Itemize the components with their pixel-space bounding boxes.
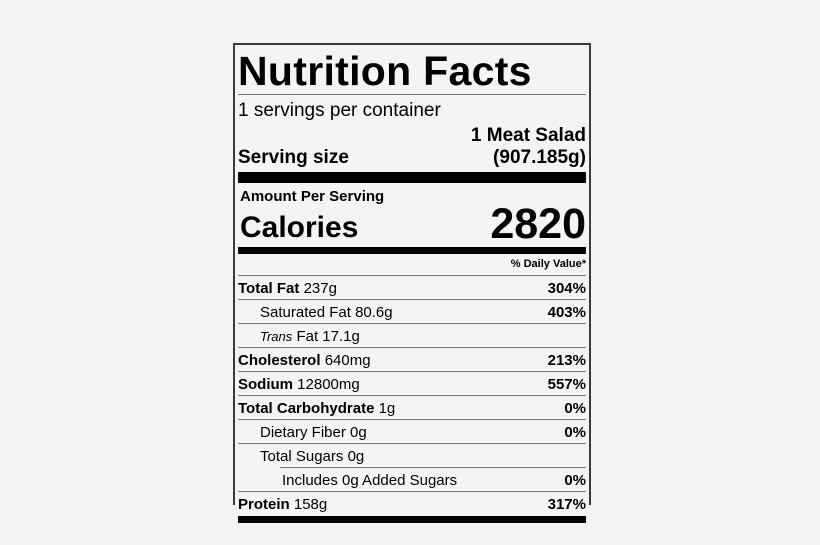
nutrient-name: Total Sugars xyxy=(260,447,344,465)
nutrient-dv: 0% xyxy=(564,399,586,417)
nutrient-dv: 317% xyxy=(547,495,586,513)
nutrition-facts-label: Nutrition Facts 1 servings per container… xyxy=(233,43,591,523)
nutrient-amount: 80.6g xyxy=(355,303,393,321)
amount-per-serving: Amount Per Serving xyxy=(240,188,385,205)
calories-label: Calories xyxy=(240,211,359,244)
nutrient-row-protein: Protein 158g 317% xyxy=(238,492,586,515)
nutrient-amount: 12800mg xyxy=(297,375,360,393)
serving-size-desc: 1 Meat Salad xyxy=(470,125,586,146)
nutrient-row-added-sugars: Includes 0g Added Sugars 0% xyxy=(238,468,586,492)
nutrient-name: Cholesterol xyxy=(238,351,321,369)
nutrient-dv: 213% xyxy=(547,351,586,369)
nutrient-name: Sodium xyxy=(238,375,293,393)
nutrient-row-trans-fat: Trans Fat 17.1g xyxy=(238,324,586,348)
nutrient-row-cholesterol: Cholesterol 640mg 213% xyxy=(238,348,586,372)
nutrient-name: Includes 0g Added Sugars xyxy=(282,471,458,489)
serving-size-row: Serving size 1 Meat Salad (907.185g) xyxy=(238,125,586,169)
medium-divider xyxy=(238,247,586,254)
daily-value-header: % Daily Value* xyxy=(238,254,586,276)
nutrient-row-total-fat: Total Fat 237g 304% xyxy=(238,276,586,300)
nutrient-amount: 17.1g xyxy=(322,327,360,345)
nutrient-row-total-carbohydrate: Total Carbohydrate 1g 0% xyxy=(238,396,586,420)
nutrient-name: Fat xyxy=(296,327,319,345)
calories-row: Calories 2820 xyxy=(238,200,586,248)
nutrient-name: Dietary Fiber xyxy=(260,423,346,441)
nutrient-amount: 158g xyxy=(293,495,328,513)
nutrient-name: Protein xyxy=(238,495,290,513)
nutrient-amount: 0g xyxy=(347,447,365,465)
indented-divider xyxy=(280,467,586,468)
nutrient-amount: 237g xyxy=(303,279,337,297)
nutrient-name: Total Carbohydrate xyxy=(238,399,375,417)
nutrient-amount: 0g xyxy=(350,423,367,441)
nutrient-row-saturated-fat: Saturated Fat 80.6g 403% xyxy=(238,300,586,324)
serving-size-label: Serving size xyxy=(238,147,349,168)
serving-size-value: 1 Meat Salad (907.185g) xyxy=(471,125,586,169)
nutrient-dv: 304% xyxy=(547,279,586,297)
nutrient-dv: 557% xyxy=(547,375,586,393)
nutrient-row-total-sugars: Total Sugars 0g xyxy=(238,444,586,467)
nutrient-amount: 640mg xyxy=(324,351,371,369)
label-title: Nutrition Facts xyxy=(238,48,532,94)
nutrient-amount: 1g xyxy=(378,399,396,417)
bottom-divider xyxy=(238,516,586,523)
nutrient-name: Total Fat xyxy=(238,279,300,297)
servings-per-container: 1 servings per container xyxy=(238,100,441,121)
nutrient-name: Saturated Fat xyxy=(260,303,351,321)
nutrient-dv: 0% xyxy=(564,423,586,441)
nutrient-row-sodium: Sodium 12800mg 557% xyxy=(238,372,586,396)
divider xyxy=(238,94,586,95)
calories-value: 2820 xyxy=(490,200,586,248)
nutrient-row-dietary-fiber: Dietary Fiber 0g 0% xyxy=(238,420,586,444)
thick-divider xyxy=(238,172,586,183)
nutrient-dv: 0% xyxy=(564,471,586,489)
serving-size-weight: (907.185g) xyxy=(493,147,586,168)
nutrient-dv: 403% xyxy=(547,303,586,321)
nutrient-name-italic: Trans xyxy=(260,328,293,344)
